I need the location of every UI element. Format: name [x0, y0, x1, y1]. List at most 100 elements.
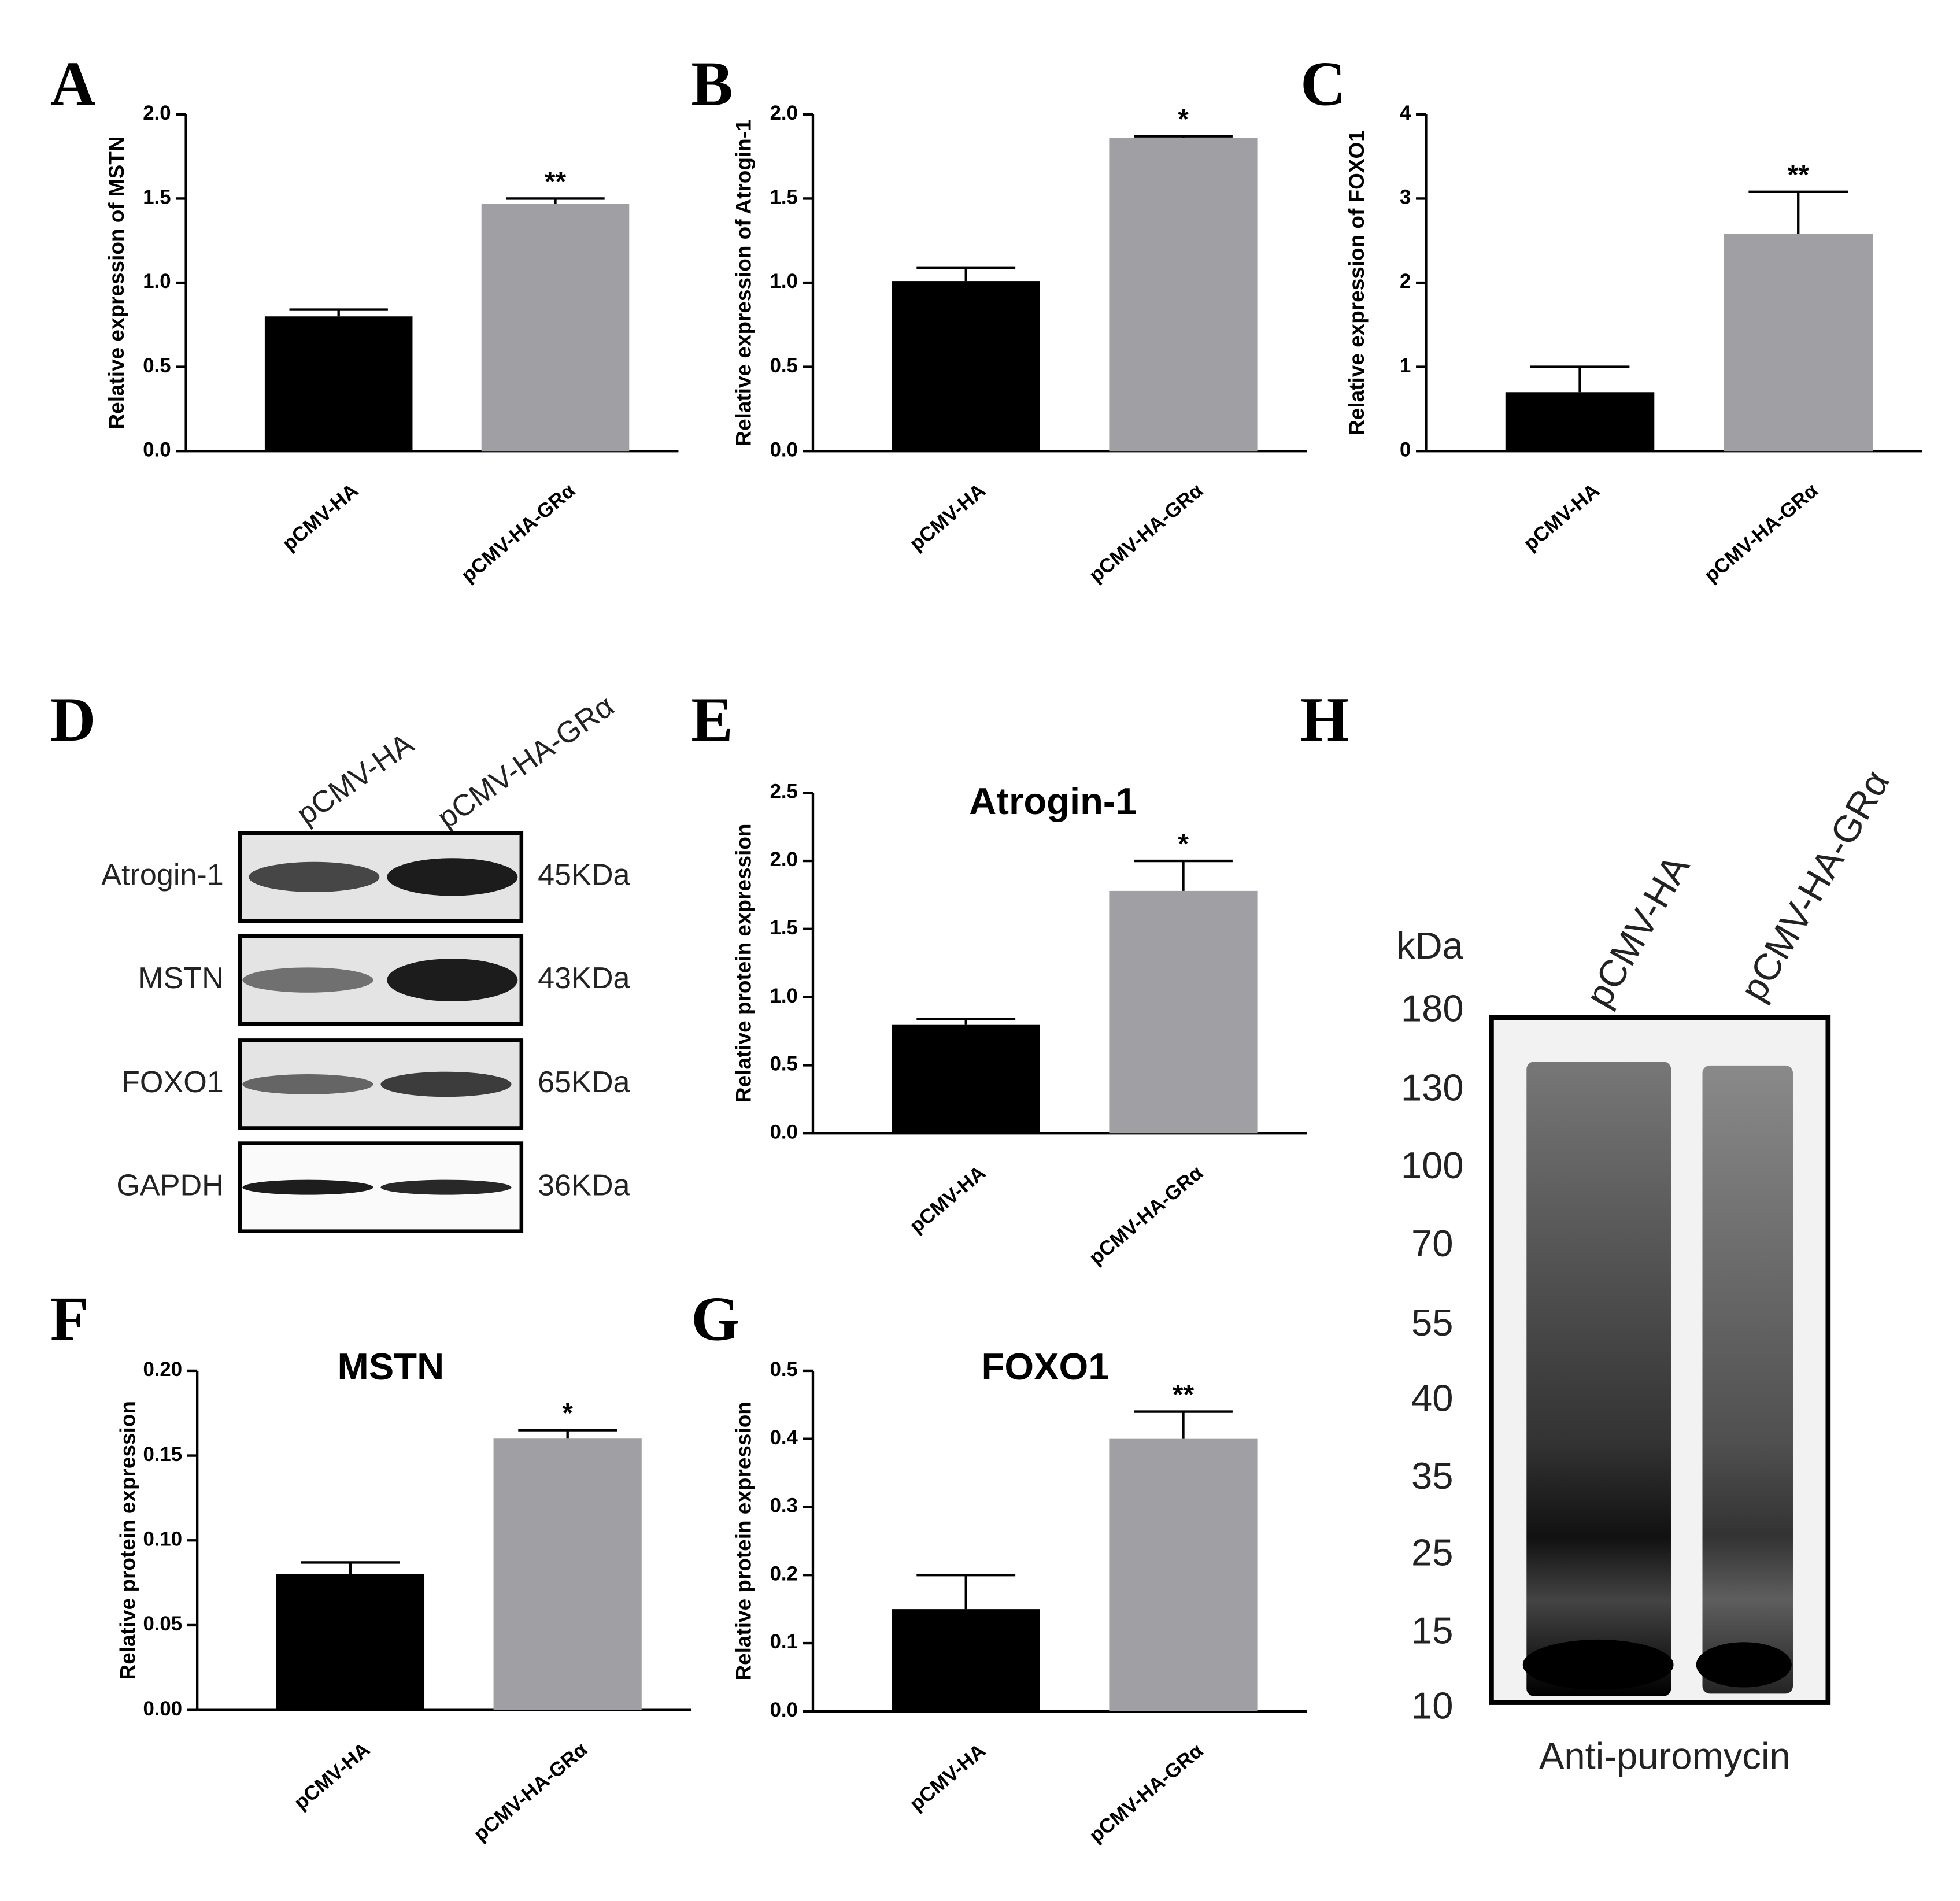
error-bar: [1530, 365, 1630, 393]
x-tick-label: pCMV-HA-GRα: [1085, 479, 1207, 587]
significance: **: [1173, 1379, 1195, 1410]
y-axis-label: Relative protein expression: [731, 824, 755, 1103]
y-tick-label: 0.15: [143, 1444, 182, 1466]
y-tick-label: 0.10: [143, 1528, 182, 1550]
y-tick-label: 2.0: [770, 849, 798, 871]
panel-label: C: [1300, 49, 1345, 119]
size-label: 45KDa: [538, 859, 630, 892]
marker-label: 100: [1401, 1144, 1464, 1186]
significance: *: [1178, 829, 1189, 860]
bar: [481, 204, 630, 452]
y-tick-label: 4: [1400, 102, 1411, 124]
y-tick-label: 1.5: [143, 187, 171, 209]
panel-label: A: [50, 49, 95, 119]
error-bar: [1748, 190, 1848, 234]
error-bar: [916, 1574, 1016, 1610]
y-tick-label: 0.5: [770, 355, 798, 377]
error-bar: [518, 1429, 617, 1439]
y-tick-label: 0.5: [770, 1053, 798, 1075]
y-tick-label: 2.5: [770, 781, 798, 802]
bar: [1505, 392, 1655, 452]
y-tick-label: 0.05: [143, 1613, 182, 1635]
bar: [1109, 890, 1258, 1134]
bar: [264, 316, 413, 452]
y-tick-label: 2.0: [143, 102, 171, 124]
blot-band: [380, 1179, 512, 1195]
antibody-label: Anti-puromycin: [1539, 1735, 1791, 1777]
x-tick-label: pCMV-HA-GRα: [469, 1739, 591, 1846]
y-tick-label: 1.5: [770, 917, 798, 939]
y-tick-label: 3: [1400, 187, 1411, 209]
blot-band: [380, 1071, 512, 1097]
blot-band: [1522, 1639, 1674, 1690]
y-tick-label: 1.0: [143, 271, 171, 293]
y-axis-label: Relative protein expression: [116, 1401, 140, 1680]
bar: [276, 1574, 425, 1710]
y-tick-label: 1: [1400, 355, 1411, 377]
lane-label: pCMV-HA-GRα: [1732, 763, 1898, 1008]
blot-band: [242, 1179, 373, 1195]
y-axis-label: Relative protein expression: [731, 1401, 755, 1680]
size-label: 65KDa: [538, 1066, 630, 1099]
x-tick-label: pCMV-HA-GRα: [457, 479, 579, 587]
lane-label: pCMV-HA: [291, 727, 420, 831]
chart-title: Atrogin-1: [969, 780, 1137, 822]
x-tick-label: pCMV-HA: [290, 1739, 375, 1814]
error-bar: [1134, 1410, 1233, 1439]
blot-lane: [1702, 1065, 1793, 1694]
blot-lane: [1526, 1062, 1671, 1696]
marker-label: 70: [1411, 1222, 1454, 1264]
y-tick-label: 0.1: [770, 1631, 798, 1653]
marker-label: 180: [1401, 988, 1464, 1030]
bar: [1724, 234, 1873, 452]
error-bar: [916, 266, 1016, 282]
error-bar: [289, 308, 388, 317]
x-tick-label: pCMV-HA: [1519, 479, 1604, 555]
y-axis-label: Relative expression of MSTN: [105, 136, 128, 430]
y-tick-label: 0.0: [770, 1699, 798, 1721]
panel-label: D: [50, 685, 95, 755]
blot-band: [242, 1074, 373, 1094]
y-tick-label: 0.3: [770, 1495, 798, 1517]
y-tick-label: 0.2: [770, 1563, 798, 1585]
bar: [493, 1438, 642, 1710]
blot-band: [387, 959, 518, 1002]
y-tick-label: 0.5: [143, 355, 171, 377]
y-tick-label: 0.00: [143, 1698, 182, 1720]
x-tick-label: pCMV-HA: [906, 1740, 990, 1815]
y-tick-label: 0.0: [770, 439, 798, 461]
lane-label: pCMV-HA: [1577, 848, 1698, 1014]
y-tick-label: 0.0: [770, 1121, 798, 1143]
bar: [892, 1609, 1040, 1711]
bar: [1109, 138, 1258, 452]
significance: **: [1788, 160, 1810, 190]
bar: [892, 1024, 1040, 1134]
y-tick-label: 0.4: [770, 1427, 798, 1449]
blot-band: [242, 967, 373, 993]
significance: *: [562, 1398, 573, 1429]
error-bar: [1134, 135, 1233, 138]
error-bar: [916, 1018, 1016, 1025]
bar: [1109, 1438, 1258, 1711]
chart-title: FOXO1: [982, 1345, 1110, 1388]
y-tick-label: 1.0: [770, 271, 798, 293]
marker-label: 40: [1411, 1377, 1454, 1419]
marker-label: 130: [1401, 1067, 1464, 1109]
y-tick-label: 0.20: [143, 1359, 182, 1381]
blot-band: [1696, 1642, 1792, 1688]
marker-label: 10: [1411, 1685, 1454, 1727]
y-tick-label: 2.0: [770, 102, 798, 124]
panel-label: G: [691, 1284, 740, 1354]
y-tick-label: 0.5: [770, 1359, 798, 1381]
y-tick-label: 1.0: [770, 985, 798, 1007]
size-label: 36KDa: [538, 1168, 630, 1202]
marker-unit: kDa: [1396, 924, 1464, 967]
marker-label: 15: [1411, 1609, 1454, 1651]
y-axis-label: Relative expression of FOXO1: [1345, 130, 1369, 435]
protein-label: FOXO1: [121, 1066, 224, 1099]
panel-label: H: [1300, 685, 1349, 755]
blot-band: [387, 858, 518, 896]
bar: [892, 281, 1040, 452]
